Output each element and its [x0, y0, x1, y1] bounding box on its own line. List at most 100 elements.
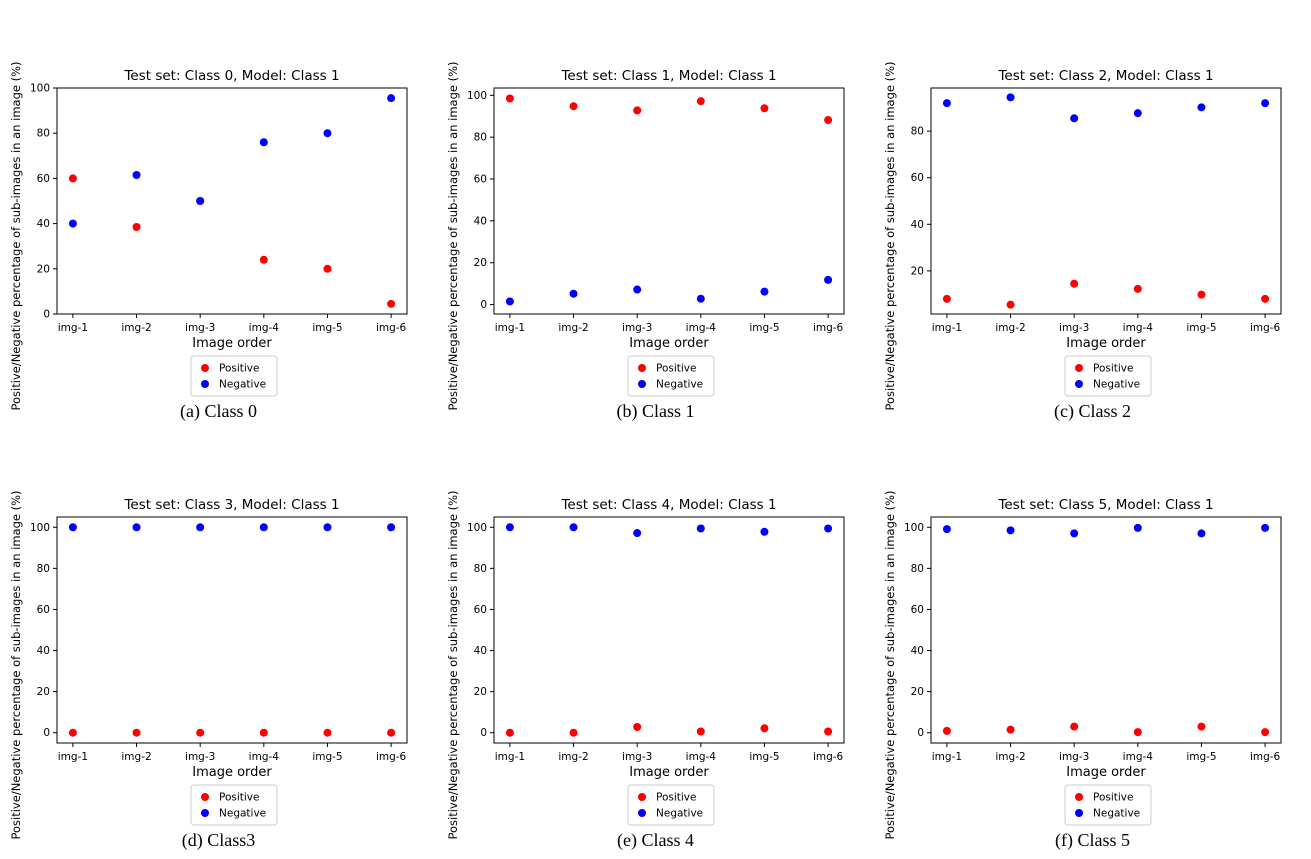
- legend-marker-negative: [1075, 809, 1083, 817]
- data-point-positive: [132, 728, 141, 737]
- legend-box: [1064, 784, 1152, 826]
- data-point-negative: [1006, 526, 1015, 535]
- x-tick-label: img-3: [1059, 751, 1089, 763]
- data-point-negative: [1197, 103, 1206, 112]
- chart-title: Test set: Class 5, Model: Class 1: [997, 497, 1213, 513]
- x-tick-label: img-4: [1123, 751, 1154, 763]
- chart-title: Test set: Class 4, Model: Class 1: [560, 497, 776, 513]
- data-point-positive: [323, 264, 332, 273]
- data-point-negative: [760, 287, 769, 296]
- scatter-chart: Test set: Class 2, Model: Class 1 20 40 60 8…: [883, 61, 1282, 411]
- data-point-negative: [387, 523, 396, 532]
- data-point-positive: [259, 255, 268, 264]
- chart-panel: Test set: Class 2, Model: Class 1 20 40 60 8…: [874, 0, 1311, 429]
- plot-frame: [493, 516, 845, 744]
- y-tick-label: 40: [911, 645, 924, 657]
- data-point-negative: [259, 138, 268, 147]
- x-tick-label: img-2: [995, 322, 1025, 334]
- x-tick-label: img-5: [749, 322, 779, 334]
- y-tick-label: 100: [30, 83, 50, 95]
- legend-label-positive: Positive: [656, 363, 696, 375]
- data-point-positive: [633, 722, 642, 731]
- y-tick-label: 80: [474, 563, 487, 575]
- data-point-negative: [824, 275, 833, 284]
- y-tick-label: 80: [474, 132, 487, 144]
- x-tick-label: img-2: [121, 751, 151, 763]
- data-point-positive: [387, 299, 396, 308]
- plot-frame: [56, 87, 408, 315]
- legend-marker-positive: [638, 793, 646, 801]
- data-point-positive: [259, 728, 268, 737]
- y-tick-label: 80: [37, 128, 50, 140]
- data-point-positive: [1006, 725, 1015, 734]
- data-point-negative: [760, 527, 769, 536]
- legend-label-negative: Negative: [219, 379, 266, 391]
- x-tick-label: img-4: [686, 322, 717, 334]
- x-tick-label: img-1: [932, 322, 962, 334]
- data-point-negative: [1133, 523, 1142, 532]
- data-point-negative: [1197, 529, 1206, 538]
- data-point-positive: [942, 726, 951, 735]
- y-tick-label: 100: [467, 90, 487, 102]
- y-tick-label: 0: [480, 727, 487, 739]
- legend-label-positive: Positive: [1093, 363, 1133, 375]
- scatter-chart: Test set: Class 1, Model: Class 1 0 20 40 60…: [446, 61, 845, 411]
- x-tick-label: img-6: [813, 751, 844, 763]
- y-tick-label: 60: [37, 173, 50, 185]
- x-axis-label: Image order: [1066, 336, 1146, 351]
- data-point-negative: [505, 297, 514, 306]
- data-point-positive: [824, 727, 833, 736]
- data-point-negative: [505, 523, 514, 532]
- y-tick-label: 20: [37, 263, 50, 275]
- y-tick-label: 60: [911, 172, 924, 184]
- data-point-negative: [132, 523, 141, 532]
- data-point-positive: [1006, 300, 1015, 309]
- legend-marker-positive: [201, 364, 209, 372]
- chart-panel: Test set: Class 4, Model: Class 1 0 20 40 60…: [437, 429, 874, 858]
- y-tick-label: 60: [911, 604, 924, 616]
- plot-frame: [56, 516, 408, 744]
- chart-panel: Test set: Class 5, Model: Class 1 0 20 40 60…: [874, 429, 1311, 858]
- legend-marker-positive: [1075, 364, 1083, 372]
- y-tick-label: 80: [37, 563, 50, 575]
- x-tick-label: img-4: [686, 751, 717, 763]
- legend-marker-negative: [638, 380, 646, 388]
- y-tick-label: 40: [37, 645, 50, 657]
- data-point-positive: [1070, 722, 1079, 731]
- x-axis-label: Image order: [629, 336, 709, 351]
- y-tick-label: 80: [911, 126, 924, 138]
- y-tick-label: 60: [37, 604, 50, 616]
- data-point-positive: [760, 724, 769, 733]
- x-tick-label: img-2: [995, 751, 1025, 763]
- y-tick-label: 60: [474, 174, 487, 186]
- data-point-negative: [1070, 114, 1079, 123]
- y-tick-label: 20: [37, 686, 50, 698]
- data-point-positive: [760, 104, 769, 113]
- data-point-positive: [942, 294, 951, 303]
- y-tick-label: 40: [474, 645, 487, 657]
- subfigure-caption: (a) Class 0: [180, 401, 257, 421]
- legend-box: [190, 784, 278, 826]
- data-point-positive: [633, 106, 642, 115]
- data-point-negative: [68, 523, 77, 532]
- legend-box: [627, 784, 715, 826]
- legend-label-negative: Negative: [1093, 379, 1140, 391]
- subfigure-caption: (f) Class 5: [1055, 830, 1130, 850]
- x-tick-label: img-1: [495, 751, 525, 763]
- legend: Positive Negative: [627, 355, 715, 397]
- data-point-positive: [323, 728, 332, 737]
- x-tick-label: img-4: [249, 751, 280, 763]
- x-tick-label: img-6: [813, 322, 844, 334]
- data-point-positive: [1070, 279, 1079, 288]
- chart-title: Test set: Class 3, Model: Class 1: [123, 497, 339, 513]
- y-tick-label: 20: [474, 686, 487, 698]
- scatter-chart: Test set: Class 0, Model: Class 1 0 20 40 60…: [9, 61, 408, 411]
- data-point-negative: [1133, 109, 1142, 118]
- data-point-positive: [696, 97, 705, 106]
- data-point-positive: [569, 102, 578, 111]
- y-axis-label: Positive/Negative percentage of sub-imag…: [9, 61, 23, 410]
- scatter-chart: Test set: Class 3, Model: Class 1 0 20 40 60…: [9, 490, 408, 840]
- legend-marker-negative: [1075, 380, 1083, 388]
- data-point-negative: [68, 219, 77, 228]
- subfigure-caption: (c) Class 2: [1054, 401, 1131, 421]
